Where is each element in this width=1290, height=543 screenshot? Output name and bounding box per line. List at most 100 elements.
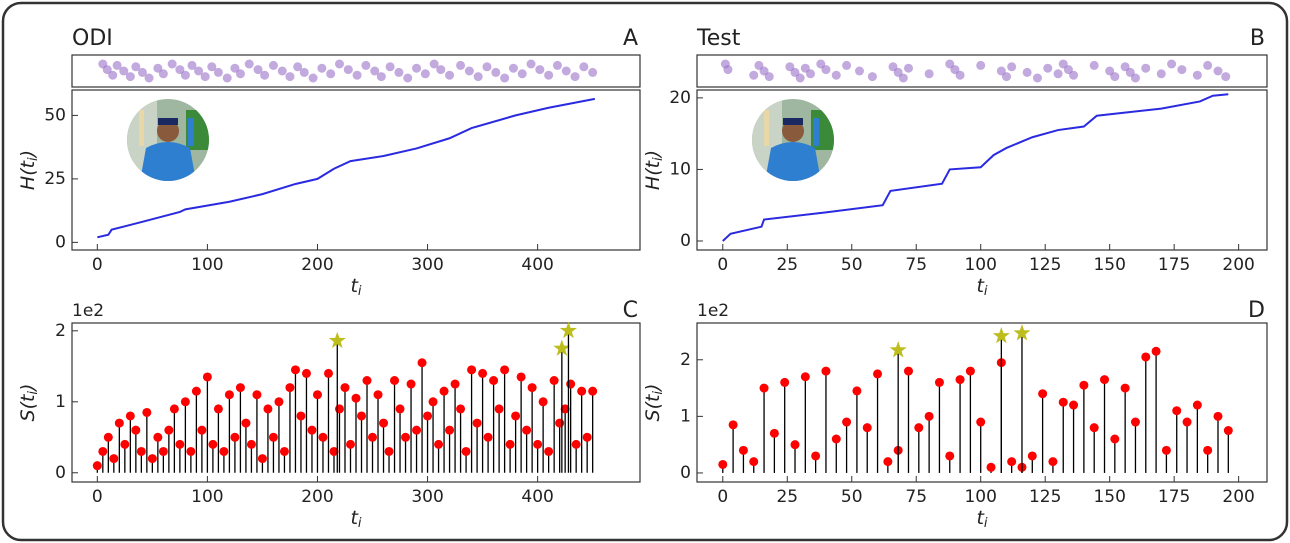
strip-point bbox=[805, 69, 815, 79]
stem-marker bbox=[351, 393, 361, 403]
stem-marker bbox=[500, 365, 510, 375]
stem-marker bbox=[577, 386, 587, 396]
strip-point bbox=[561, 66, 571, 76]
stem-marker bbox=[1038, 389, 1048, 399]
axes-frame bbox=[696, 89, 1268, 251]
strip-point bbox=[464, 66, 474, 76]
strip-point bbox=[579, 62, 589, 72]
strip-point bbox=[187, 60, 197, 70]
stem-marker bbox=[862, 423, 872, 433]
strip-point bbox=[445, 70, 455, 80]
stem-marker bbox=[120, 439, 130, 449]
highlight-star bbox=[328, 331, 346, 349]
stem-marker bbox=[566, 379, 576, 389]
stem-marker bbox=[516, 372, 526, 382]
line bbox=[722, 93, 1229, 242]
strip-point bbox=[394, 67, 404, 77]
y-axis-label: S(ti) bbox=[17, 384, 41, 422]
stem-marker bbox=[883, 457, 893, 467]
axes-frame bbox=[71, 89, 641, 251]
stem-marker bbox=[417, 358, 427, 368]
x-tick-label: 300 bbox=[411, 255, 443, 275]
stem-marker bbox=[290, 365, 300, 375]
strip-point bbox=[842, 60, 852, 70]
axes-frame bbox=[71, 322, 641, 483]
x-axis-label-part: i bbox=[358, 516, 362, 531]
stem-marker bbox=[434, 439, 444, 449]
y-axis-label: H(ti) bbox=[17, 150, 41, 190]
stem-marker bbox=[312, 390, 322, 400]
x-tick-label: 75 bbox=[905, 255, 927, 275]
strip-point bbox=[137, 67, 147, 77]
strip-point bbox=[420, 69, 430, 79]
y-axis-label-part: ) bbox=[642, 150, 664, 159]
stem-marker bbox=[318, 432, 328, 442]
stem-marker bbox=[428, 397, 438, 407]
stem-marker bbox=[1069, 400, 1079, 410]
stem-marker bbox=[296, 411, 306, 421]
photo bbox=[127, 99, 209, 181]
stem-marker bbox=[268, 432, 278, 442]
stem-marker bbox=[1007, 457, 1017, 467]
strip-point bbox=[1032, 73, 1042, 83]
stem-marker bbox=[1172, 406, 1182, 416]
stem-marker bbox=[1223, 426, 1233, 436]
stem-marker bbox=[390, 375, 400, 385]
strip-point bbox=[230, 63, 240, 73]
stem-marker bbox=[873, 369, 883, 379]
y-axis-label-part: H(t bbox=[642, 159, 664, 190]
y-axis-label-part: i bbox=[26, 391, 41, 395]
stem-marker bbox=[307, 425, 317, 435]
stem-marker bbox=[759, 383, 769, 393]
stem-marker bbox=[494, 404, 504, 414]
stem-marker bbox=[527, 383, 537, 393]
strip-point bbox=[112, 60, 122, 70]
stem-marker bbox=[555, 418, 565, 428]
strip-point bbox=[456, 60, 466, 70]
stem-marker bbox=[1130, 417, 1140, 427]
strip-point bbox=[429, 59, 439, 69]
x-tick-label: 100 bbox=[964, 255, 996, 275]
highlight-star bbox=[992, 327, 1010, 344]
stem-marker bbox=[368, 432, 378, 442]
x-tick-label: 100 bbox=[191, 487, 223, 507]
x-tick-label: 175 bbox=[1158, 255, 1190, 275]
stem-marker bbox=[1182, 417, 1192, 427]
line bbox=[97, 97, 596, 239]
strip-frame bbox=[71, 54, 641, 88]
strip-point bbox=[308, 73, 318, 83]
x-tick-label: 150 bbox=[1093, 487, 1125, 507]
x-tick-label: 100 bbox=[191, 255, 223, 275]
x-tick-label: 25 bbox=[776, 255, 798, 275]
stem-marker bbox=[831, 434, 841, 444]
stem-marker bbox=[728, 420, 738, 430]
stem-marker bbox=[1027, 451, 1037, 461]
stem-marker bbox=[131, 425, 141, 435]
strip-point bbox=[317, 63, 327, 73]
strip-point bbox=[588, 67, 598, 77]
strip-point bbox=[898, 73, 908, 83]
x-tick-label: 75 bbox=[905, 487, 927, 507]
strip-point bbox=[764, 72, 774, 82]
x-tick-label: 25 bbox=[776, 487, 798, 507]
strip-point bbox=[1069, 70, 1079, 80]
panel-label: C bbox=[623, 298, 638, 323]
stem-marker bbox=[955, 375, 965, 385]
stem-marker bbox=[301, 368, 311, 378]
x-tick-label: 0 bbox=[717, 255, 728, 275]
strip-point bbox=[1141, 63, 1151, 73]
stem-marker bbox=[257, 454, 267, 464]
strip-point bbox=[955, 70, 965, 80]
stem-marker bbox=[483, 432, 493, 442]
strip-point bbox=[285, 72, 295, 82]
stem-marker bbox=[1141, 352, 1151, 362]
stem-marker bbox=[461, 446, 471, 456]
stem-marker bbox=[1161, 445, 1171, 455]
y-tick-label: 0 bbox=[680, 463, 691, 483]
stem-marker bbox=[1058, 397, 1068, 407]
strip-point bbox=[343, 65, 353, 75]
strip-point bbox=[200, 72, 210, 82]
stem-marker bbox=[934, 377, 944, 387]
stem-marker bbox=[1079, 380, 1089, 390]
